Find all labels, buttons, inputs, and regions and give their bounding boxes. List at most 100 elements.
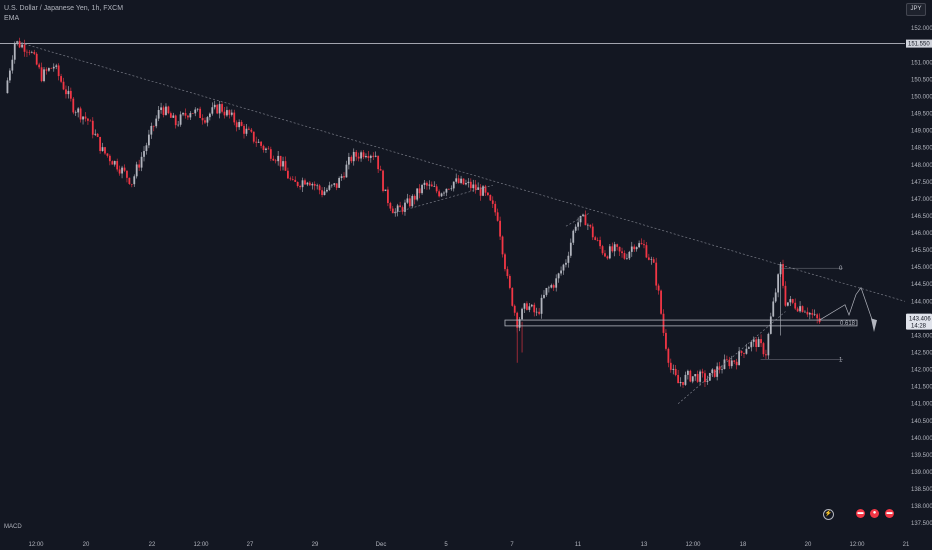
candle-body [50,68,53,69]
candle-body [460,178,462,183]
candle-body [247,128,250,130]
y-tick-label: 149.500 [911,112,932,118]
ascending-trendline-2 [677,311,786,404]
macd-pane-label[interactable]: MACD [4,524,22,530]
candle-body [296,181,299,187]
flag-icon[interactable]: ▬ [885,509,894,518]
candle-body [326,189,328,192]
candle-body [240,122,243,126]
y-tick-label: 146.500 [911,214,932,220]
candle-body [704,373,706,382]
y-tick-label: 138.000 [911,504,932,510]
candle-body [730,360,733,367]
candle-body [682,382,684,385]
candle-body [8,70,11,81]
candle-body [596,240,599,241]
candle-body [501,236,504,255]
candle-body [91,120,94,135]
candle-body [469,181,472,189]
candle-body [616,244,619,247]
candle-body [255,141,258,143]
candle-body [316,185,319,187]
y-tick-label: 144.500 [911,282,932,288]
x-tick-label: 12:00 [28,542,44,548]
y-tick-label: 150.500 [911,77,932,83]
candle-body [387,189,389,204]
candle-body [294,179,297,182]
y-tick-label: 137.500 [911,521,932,527]
y-tick-label: 147.500 [911,180,932,186]
candle-body [308,182,311,186]
candle-body [347,156,350,165]
candle-body [365,156,367,158]
candle-body [611,246,614,252]
candle-body [667,348,670,363]
candle-body [423,182,426,185]
candle-body [621,251,623,254]
candle-body [706,380,709,382]
candle-body [487,192,489,196]
candle-body [774,292,777,302]
y-tick-label: 152.000 [911,26,932,32]
candle-body [550,285,553,288]
x-tick-label: 18 [740,542,747,548]
candle-body [533,304,536,313]
candle-body [35,53,38,65]
candle-body [716,366,719,377]
candle-body [540,297,543,314]
x-tick-label: 27 [247,542,254,548]
candle-body [674,368,677,376]
candle-body [421,184,423,194]
candle-body [418,188,421,194]
currency-button[interactable]: JPY [906,3,926,16]
candle-body [765,354,767,356]
candle-body [608,246,611,259]
candle-body [791,299,794,303]
candle-body [428,184,431,186]
y-tick-label: 148.000 [911,163,932,169]
candle-body [343,176,345,178]
candle-body [360,152,362,159]
level-price-tag [906,39,932,48]
candle-body [279,155,282,167]
candle-body [543,294,545,298]
candle-body [304,180,306,185]
candle-body [155,118,158,127]
indicator-ema-label[interactable]: EMA [4,15,20,22]
candle-body [672,368,675,370]
x-tick-label: 12:00 [849,542,865,548]
candle-body [435,186,438,192]
symbol-title: U.S. Dollar / Japanese Yen, 1h, FXCM [4,5,124,12]
candle-body [274,160,277,162]
candle-body [126,170,128,178]
candle-body [755,339,758,347]
candle-body [789,299,792,303]
candle-body [591,226,594,238]
candle-body [496,212,499,221]
flag-icon[interactable]: ▬ [856,509,865,518]
candle-body [350,156,353,162]
lightning-icon[interactable]: ⚡ [823,509,834,520]
candle-body [443,192,445,194]
candle-body [238,122,241,128]
candle-body [547,287,550,289]
y-tick-label: 151.000 [911,60,932,66]
candle-body [291,179,294,180]
candle-body [152,125,155,127]
candle-body [138,164,141,168]
candle-body [574,226,577,231]
candle-body [389,203,392,209]
candle-body [506,269,509,277]
candle-body [684,374,687,385]
candle-body [662,313,665,333]
projection-path [819,286,875,326]
flag-icon[interactable]: ● [870,509,879,518]
candle-body [713,369,716,377]
last-price-label: 143.406 [909,317,931,323]
x-tick-label: Dec [376,542,387,548]
candle-body [586,224,589,226]
candle-body [357,156,360,159]
candle-body [369,155,372,158]
candle-body [169,113,172,118]
